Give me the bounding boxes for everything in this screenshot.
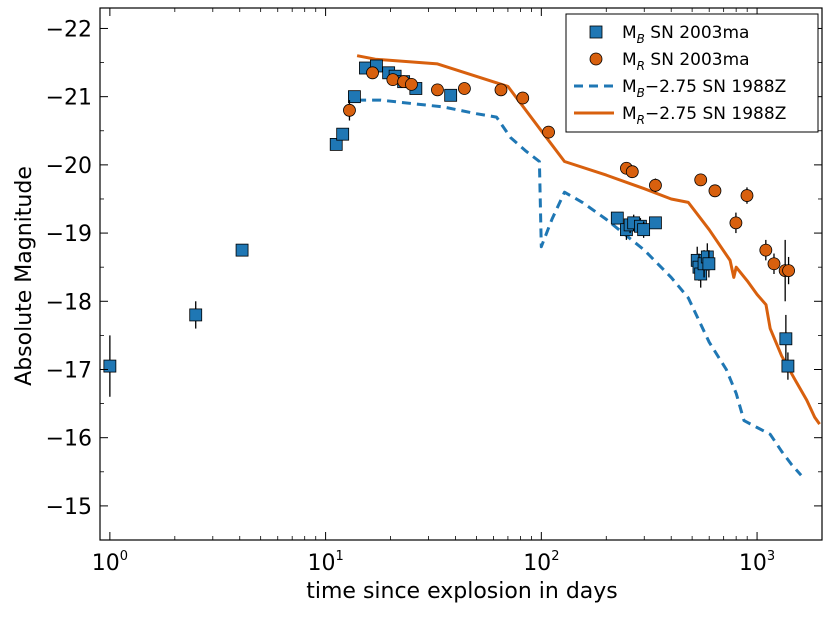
y-tick-label: −17 — [46, 358, 92, 383]
legend-label-base: M — [622, 104, 637, 124]
y-tick-label: −19 — [46, 222, 92, 247]
data-point-mb-26 — [779, 332, 793, 346]
legend-label-suffix: SN 2003ma — [645, 50, 750, 70]
x-tick-base: 10 — [307, 551, 335, 576]
legend-label-suffix: −2.75 SN 1988Z — [645, 77, 786, 97]
data-point-mr-20 — [782, 264, 795, 277]
x-tick-exponent: 2 — [551, 549, 559, 564]
x-tick-label: 101 — [307, 549, 343, 576]
data-point-mr-11 — [625, 165, 639, 179]
legend-marker-mr — [589, 52, 603, 66]
x-tick-label: 103 — [739, 549, 775, 576]
data-point-mr-5 — [431, 83, 444, 97]
y-tick-label: −16 — [46, 427, 92, 452]
data-point-mr-9 — [542, 125, 555, 139]
x-tick-exponent: 3 — [767, 549, 775, 564]
data-point-mr-16 — [740, 189, 754, 202]
data-point-mr-4 — [405, 77, 418, 91]
data-point-mb-19 — [649, 216, 662, 230]
x-tick-base: 10 — [523, 551, 551, 576]
data-point-mr-12 — [649, 178, 662, 192]
data-point-mr-7 — [494, 83, 508, 97]
legend-label: MB SN 2003ma — [622, 23, 749, 46]
plot-frame — [99, 7, 823, 541]
y-tick-label: −18 — [46, 290, 92, 315]
data-point-mb-4 — [336, 127, 350, 141]
data-point-mr-17 — [759, 243, 773, 257]
data-point-mb-13 — [610, 211, 624, 225]
y-tick-label: −21 — [46, 86, 92, 111]
data-point-mb-27 — [781, 359, 795, 373]
legend-marker-mb — [589, 25, 603, 39]
x-tick-label: 102 — [523, 549, 559, 576]
data-point-mr-18 — [767, 257, 781, 271]
x-tick-exponent: 0 — [120, 549, 128, 564]
legend-label-base: M — [622, 23, 637, 43]
x-axis-title: time since explosion in days — [306, 579, 618, 604]
x-tick-exponent: 1 — [335, 549, 343, 564]
data-point-mb-2 — [235, 243, 249, 257]
legend-label: MR−2.75 SN 1988Z — [622, 104, 786, 127]
data-point-mr-14 — [708, 184, 722, 198]
legend-label-base: M — [622, 50, 637, 70]
data-point-mr-2 — [386, 73, 400, 87]
y-tick-label: −22 — [46, 17, 92, 42]
legend-label-subscript: R — [637, 113, 645, 127]
legend-label-base: M — [622, 77, 637, 97]
legend-label-suffix: −2.75 SN 1988Z — [645, 104, 786, 124]
data-point-mb-12 — [444, 88, 458, 102]
series-line-b-1988z — [357, 98, 803, 477]
legend-label-suffix: SN 2003ma — [645, 23, 750, 43]
data-point-mr-15 — [729, 216, 743, 230]
data-point-mr-13 — [694, 173, 708, 187]
plot-area — [103, 54, 821, 477]
y-tick-label: −15 — [46, 495, 92, 520]
legend-label-subscript: B — [637, 86, 645, 100]
y-tick-label: −20 — [46, 154, 92, 179]
data-point-mr-1 — [366, 66, 379, 80]
data-point-mr-8 — [516, 91, 530, 105]
x-tick-base: 10 — [739, 551, 767, 576]
legend-label-subscript: R — [637, 59, 645, 73]
data-point-mb-1 — [189, 308, 203, 322]
x-tick-base: 10 — [92, 551, 120, 576]
legend-label-subscript: B — [637, 32, 645, 46]
data-point-mb-5 — [348, 90, 361, 104]
legend-label: MB−2.75 SN 1988Z — [622, 77, 786, 100]
data-point-mb-0 — [103, 359, 117, 373]
data-point-mb-3 — [329, 138, 343, 151]
x-tick-label: 100 — [92, 549, 128, 576]
data-point-mb-18 — [637, 223, 651, 237]
y-axis-title: Absolute Magnitude — [12, 166, 37, 386]
data-point-mr-0 — [343, 103, 356, 117]
data-point-mb-25 — [702, 257, 716, 271]
data-point-mr-6 — [458, 82, 471, 95]
legend-label: MR SN 2003ma — [622, 50, 750, 73]
